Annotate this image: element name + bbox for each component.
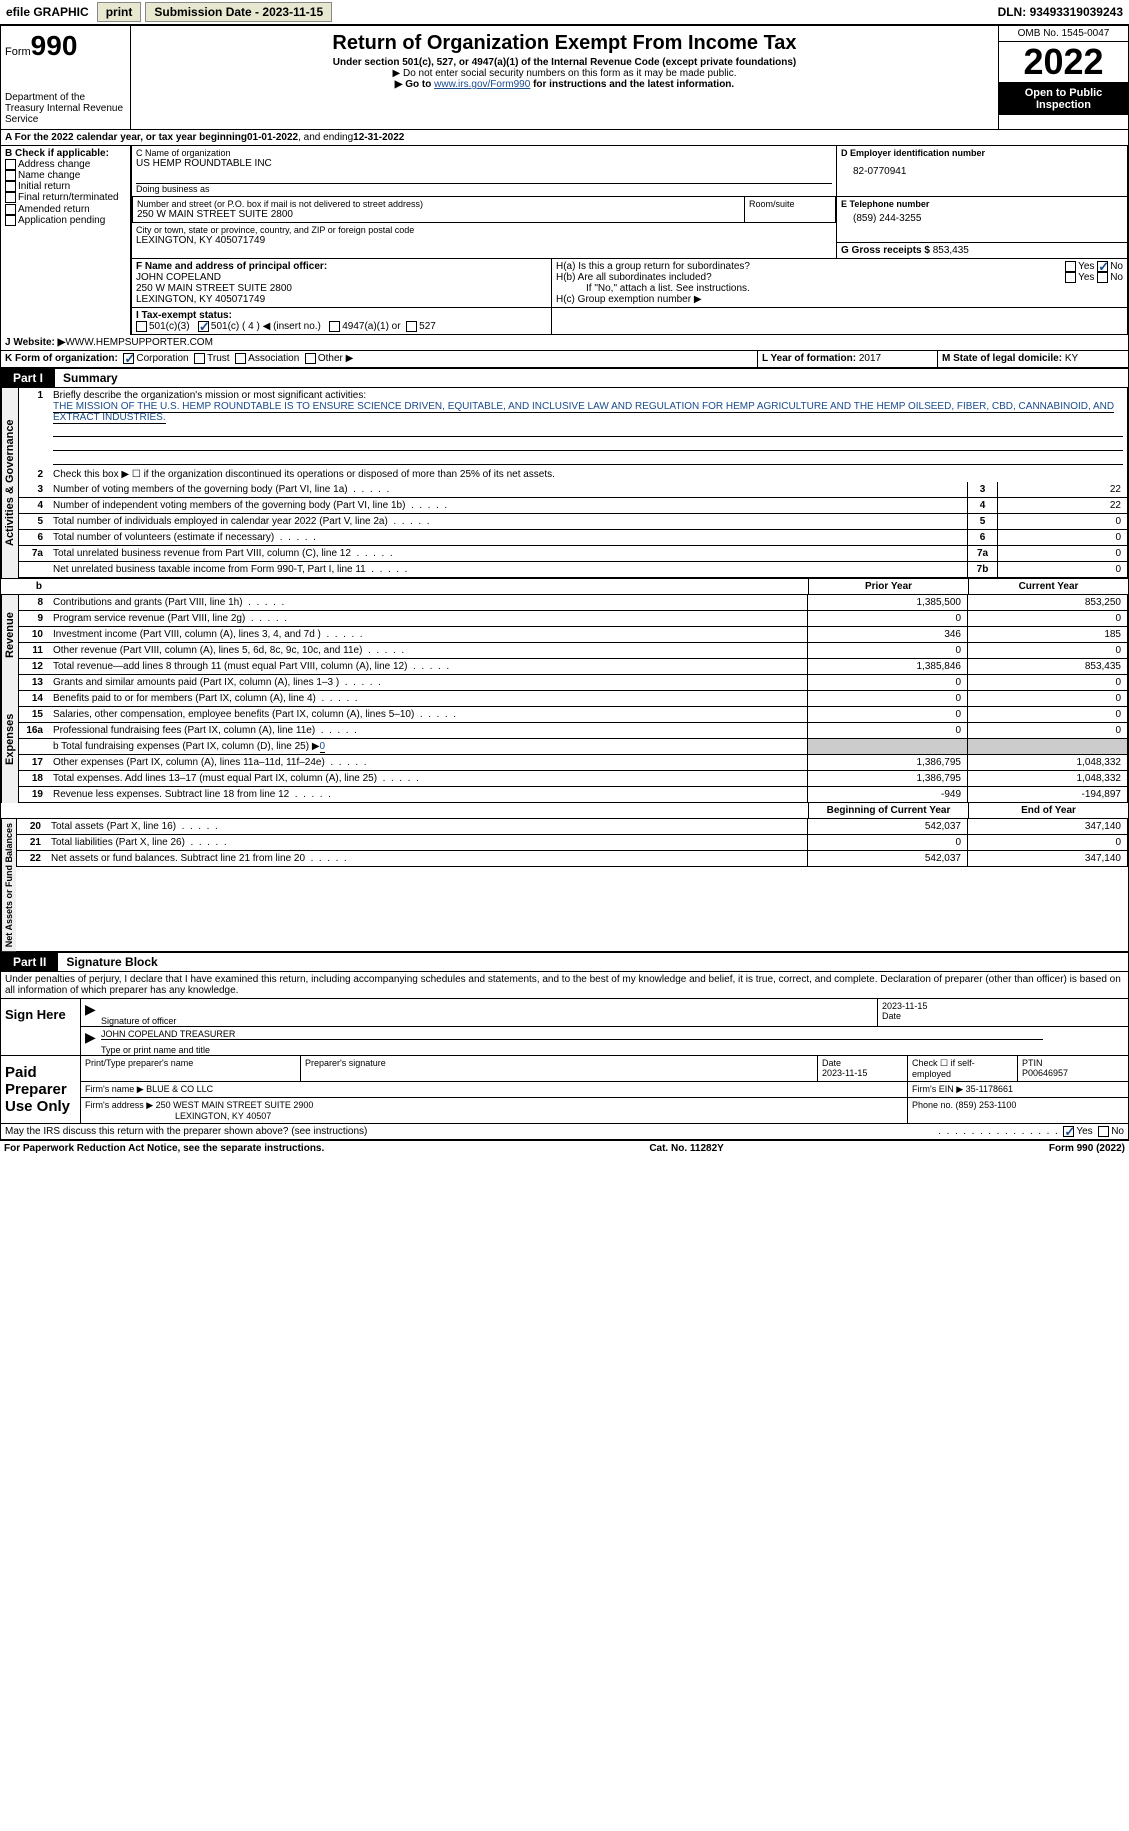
tax-exempt-cell: I Tax-exempt status: 501(c)(3) 501(c) ( … [132,308,552,334]
table-row: Net unrelated business taxable income fr… [18,562,1128,578]
dept-label: Department of the Treasury Internal Reve… [5,92,126,125]
table-row: 4 Number of independent voting members o… [18,498,1128,514]
table-row: 16a Professional fundraising fees (Part … [18,723,1128,739]
tax-year: 2022 [999,42,1128,83]
side-net-assets: Net Assets or Fund Balances [1,819,16,951]
part2-header: Part II Signature Block [0,952,1129,972]
table-row: 15 Salaries, other compensation, employe… [18,707,1128,723]
cb-hb-yes[interactable] [1065,272,1076,283]
table-row: 7a Total unrelated business revenue from… [18,546,1128,562]
table-row: 21 Total liabilities (Part X, line 26) .… [16,835,1128,851]
cb-527[interactable] [406,321,417,332]
table-row: 10 Investment income (Part VIII, column … [18,627,1128,643]
summary-expenses: Expenses 13 Grants and similar amounts p… [0,675,1129,803]
side-governance: Activities & Governance [1,388,18,578]
cb-trust[interactable] [194,353,205,364]
cb-name-change[interactable] [5,170,16,181]
table-row: 9 Program service revenue (Part VIII, li… [18,611,1128,627]
summary-net-assets: Net Assets or Fund Balances 20 Total ass… [0,819,1129,952]
table-row: 6 Total number of volunteers (estimate i… [18,530,1128,546]
table-row: 3 Number of voting members of the govern… [18,482,1128,498]
gross-receipts-cell: G Gross receipts $ 853,435 [837,243,1127,258]
omb-number: OMB No. 1545-0047 [999,26,1128,42]
website-row: J Website: ▶ WWW.HEMPSUPPORTER.COM [0,335,1129,351]
cb-final-return[interactable] [5,192,16,203]
page-footer: For Paperwork Reduction Act Notice, see … [0,1140,1129,1156]
cb-discuss-yes[interactable] [1063,1126,1074,1137]
ein-cell: D Employer identification number 82-0770… [837,146,1127,196]
cb-501c[interactable] [198,321,209,332]
table-row: 22 Net assets or fund balances. Subtract… [16,851,1128,867]
cb-app-pending[interactable] [5,215,16,226]
form-title: Return of Organization Exempt From Incom… [139,32,990,55]
side-revenue: Revenue [1,595,18,675]
table-row: 5 Total number of individuals employed i… [18,514,1128,530]
part1-header: Part I Summary [0,368,1129,388]
table-row: 13 Grants and similar amounts paid (Part… [18,675,1128,691]
dln: DLN: 93493319039243 [992,5,1129,19]
cb-corp[interactable] [123,353,134,364]
table-row: 17 Other expenses (Part IX, column (A), … [18,755,1128,771]
box-b: B Check if applicable: Address change Na… [1,146,131,335]
mission-text: THE MISSION OF THE U.S. HEMP ROUNDTABLE … [53,401,1114,424]
form-number: Form990 [5,30,126,62]
rev-header-row: . b Prior Year Current Year [0,578,1129,595]
cb-other[interactable] [305,353,316,364]
cb-amended-return[interactable] [5,204,16,215]
cb-4947[interactable] [329,321,340,332]
group-return-cell: H(a) Is this a group return for subordin… [552,259,1127,307]
entity-block: B Check if applicable: Address change Na… [0,146,1129,335]
subtitle-3: ▶ Go to www.irs.gov/Form990 for instruct… [139,79,990,90]
cb-ha-yes[interactable] [1065,261,1076,272]
summary-revenue: Revenue 8 Contributions and grants (Part… [0,595,1129,675]
addr-cell: Number and street (or P.O. box if mail i… [133,197,745,222]
submission-date-button[interactable]: Submission Date - 2023-11-15 [145,2,332,22]
cb-initial-return[interactable] [5,181,16,192]
subtitle-2: ▶ Do not enter social security numbers o… [139,68,990,79]
subtitle-1: Under section 501(c), 527, or 4947(a)(1)… [139,57,990,68]
sign-here-block: Sign Here ▶Signature of officer 2023-11-… [0,999,1129,1056]
efile-label: efile GRAPHIC [0,5,95,19]
penalty-text: Under penalties of perjury, I declare th… [0,972,1129,999]
print-button[interactable]: print [97,2,142,22]
cb-address-change[interactable] [5,159,16,170]
table-row: 12 Total revenue—add lines 8 through 11 … [18,659,1128,675]
form-header: Form990 Department of the Treasury Inter… [0,25,1129,130]
table-row: 14 Benefits paid to or for members (Part… [18,691,1128,707]
discuss-row: May the IRS discuss this return with the… [0,1124,1129,1140]
net-header-row: . Beginning of Current Year End of Year [0,803,1129,819]
room-cell: Room/suite [745,197,835,222]
cb-assoc[interactable] [235,353,246,364]
cb-ha-no[interactable] [1097,261,1108,272]
cb-discuss-no[interactable] [1098,1126,1109,1137]
table-row: 20 Total assets (Part X, line 16) . . . … [16,819,1128,835]
open-inspection: Open to Public Inspection [999,83,1128,115]
side-expenses: Expenses [1,675,18,803]
summary-governance: Activities & Governance 1 Briefly descri… [0,388,1129,578]
period-row: A For the 2022 calendar year, or tax yea… [0,130,1129,146]
org-form-row: K Form of organization: Corporation Trus… [0,351,1129,367]
org-name-cell: C Name of organization US HEMP ROUNDTABL… [132,146,837,196]
table-row: 8 Contributions and grants (Part VIII, l… [18,595,1128,611]
table-row: 19 Revenue less expenses. Subtract line … [18,787,1128,803]
table-row: 11 Other revenue (Part VIII, column (A),… [18,643,1128,659]
cb-501c3[interactable] [136,321,147,332]
paid-preparer-block: Paid Preparer Use Only Print/Type prepar… [0,1056,1129,1124]
city-cell: City or town, state or province, country… [132,223,836,248]
topbar: efile GRAPHIC print Submission Date - 20… [0,0,1129,25]
cb-hb-no[interactable] [1097,272,1108,283]
irs-link[interactable]: www.irs.gov/Form990 [434,79,530,90]
table-row: 18 Total expenses. Add lines 13–17 (must… [18,771,1128,787]
phone-cell: E Telephone number (859) 244-3255 [837,197,1127,243]
officer-cell: F Name and address of principal officer:… [132,259,552,307]
